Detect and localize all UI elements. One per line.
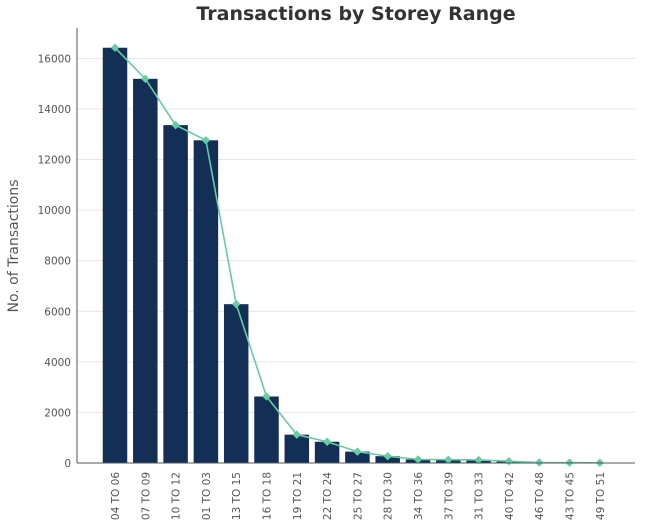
y-tick-label: 4000 [44,357,71,369]
trend-line-marker [110,43,120,52]
y-tick-labels: 0 2000 4000 6000 8000 10000 12000 14000 16000 [38,53,71,470]
trend-line-marker [232,299,241,309]
trend-line-marker [444,455,453,464]
trend-line-marker [535,458,544,467]
trend-line [110,43,604,467]
y-tick-label: 14000 [38,104,71,116]
trend-line-marker [262,392,271,401]
x-tick-label: 49 TO 51 [595,472,607,520]
x-tick-label: 25 TO 27 [352,472,364,520]
axes [76,28,635,464]
x-tick-label: 04 TO 06 [110,472,122,520]
y-axis-label: No. of Transactions [6,179,22,312]
x-tick-label: 34 TO 36 [413,472,425,520]
bar [314,441,340,463]
y-tick-label: 6000 [44,306,71,318]
trend-line-marker [171,120,180,130]
trend-line-marker [504,457,514,466]
x-tick-labels: 04 TO 06 07 TO 09 10 TO 12 01 TO 03 13 TO 15… [110,472,607,520]
trend-line-marker [413,455,423,464]
bar [345,451,370,463]
trend-line-marker [292,430,301,439]
trend-line-marker [353,447,362,456]
y-tick-label: 12000 [38,155,71,167]
y-tick-label: 2000 [44,407,71,419]
bar [193,140,219,463]
x-tick-label: 01 TO 03 [201,472,213,520]
x-tick-label: 19 TO 21 [292,472,304,520]
bar [133,78,158,464]
bars [102,47,613,464]
bar [163,125,188,464]
x-tick-label: 16 TO 18 [262,472,274,520]
trend-line-marker [201,136,211,145]
x-tick-label: 43 TO 45 [565,472,577,520]
y-tick-label: 16000 [38,53,71,65]
x-tick-label: 37 TO 39 [443,472,455,520]
trend-line-marker [322,437,332,446]
gridlines [77,57,635,413]
chart-title: Transactions by Storey Range [196,3,516,25]
x-tick-label: 10 TO 12 [171,472,183,520]
x-tick-label: 46 TO 48 [534,472,546,520]
y-tick-label: 8000 [44,256,71,268]
y-tick-label: 10000 [38,205,71,217]
trend-line-marker [383,451,392,461]
x-tick-label: 28 TO 30 [383,472,395,520]
trend-line-marker [474,455,483,465]
x-tick-label: 07 TO 09 [140,472,152,520]
trend-line-marker [141,74,150,84]
bar [102,47,128,463]
x-tick-label: 31 TO 33 [474,472,486,520]
x-tick-label: 22 TO 24 [322,472,334,520]
x-tick-label: 40 TO 42 [504,472,516,520]
bar [284,434,310,463]
x-tick-label: 13 TO 15 [231,472,243,520]
y-tick-label: 0 [64,458,71,470]
